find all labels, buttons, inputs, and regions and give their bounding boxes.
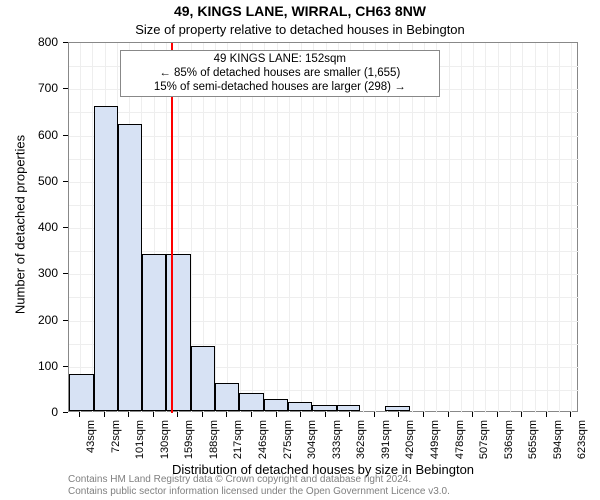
x-tick-label: 304sqm bbox=[306, 420, 318, 470]
annotation-line: 49 KINGS LANE: 152sqm bbox=[125, 53, 435, 67]
histogram-bar bbox=[239, 393, 264, 412]
histogram-bar bbox=[288, 402, 313, 411]
y-tick-mark bbox=[63, 88, 68, 89]
y-tick-label: 700 bbox=[0, 81, 58, 95]
y-tick-mark bbox=[63, 135, 68, 136]
x-tick-label: 594sqm bbox=[552, 420, 564, 470]
histogram-bar bbox=[337, 405, 361, 411]
x-tick-mark bbox=[398, 412, 399, 417]
x-tick-mark bbox=[153, 412, 154, 417]
x-tick-mark bbox=[349, 412, 350, 417]
x-tick-label: 362sqm bbox=[355, 420, 367, 470]
x-tick-mark bbox=[570, 412, 571, 417]
x-tick-mark bbox=[276, 412, 277, 417]
gridline-horizontal bbox=[69, 182, 579, 183]
x-tick-mark bbox=[448, 412, 449, 417]
y-tick-label: 500 bbox=[0, 174, 58, 188]
x-tick-label: 449sqm bbox=[429, 420, 441, 470]
gridline-horizontal bbox=[69, 228, 579, 229]
y-tick-label: 300 bbox=[0, 266, 58, 280]
gridline-horizontal bbox=[69, 159, 579, 160]
x-tick-label: 101sqm bbox=[134, 420, 146, 470]
y-tick-mark bbox=[63, 320, 68, 321]
gridline-horizontal bbox=[69, 205, 579, 206]
annotation-line: 15% of semi-detached houses are larger (… bbox=[125, 81, 435, 95]
x-tick-label: 565sqm bbox=[527, 420, 539, 470]
histogram-bar bbox=[264, 399, 288, 411]
annotation-box: 49 KINGS LANE: 152sqm← 85% of detached h… bbox=[120, 50, 440, 97]
y-tick-label: 600 bbox=[0, 128, 58, 142]
x-tick-label: 72sqm bbox=[110, 420, 122, 470]
x-tick-label: 623sqm bbox=[576, 420, 588, 470]
x-tick-label: 333sqm bbox=[331, 420, 343, 470]
gridline-horizontal bbox=[69, 136, 579, 137]
x-tick-label: 275sqm bbox=[282, 420, 294, 470]
x-tick-mark bbox=[374, 412, 375, 417]
x-tick-label: 478sqm bbox=[454, 420, 466, 470]
histogram-bar bbox=[312, 405, 337, 411]
y-tick-label: 400 bbox=[0, 220, 58, 234]
y-tick-mark bbox=[63, 412, 68, 413]
histogram-bar bbox=[385, 406, 410, 411]
chart-container: 49, KINGS LANE, WIRRAL, CH63 8NW Size of… bbox=[0, 0, 600, 500]
histogram-bar bbox=[166, 254, 191, 411]
histogram-bar bbox=[118, 124, 142, 411]
chart-subtitle: Size of property relative to detached ho… bbox=[0, 22, 600, 37]
x-tick-mark bbox=[423, 412, 424, 417]
y-tick-label: 100 bbox=[0, 359, 58, 373]
gridline-horizontal bbox=[69, 112, 579, 113]
x-tick-label: 420sqm bbox=[404, 420, 416, 470]
x-tick-mark bbox=[472, 412, 473, 417]
gridline-horizontal bbox=[69, 251, 579, 252]
y-tick-label: 200 bbox=[0, 313, 58, 327]
footnote-line-2: Contains public sector information licen… bbox=[68, 486, 450, 497]
histogram-bar bbox=[215, 383, 240, 411]
x-tick-mark bbox=[79, 412, 80, 417]
y-tick-mark bbox=[63, 42, 68, 43]
x-tick-mark bbox=[177, 412, 178, 417]
y-tick-label: 0 bbox=[0, 405, 58, 419]
histogram-bar bbox=[191, 346, 215, 411]
x-tick-mark bbox=[300, 412, 301, 417]
y-tick-label: 800 bbox=[0, 35, 58, 49]
x-tick-mark bbox=[251, 412, 252, 417]
y-tick-mark bbox=[63, 366, 68, 367]
y-tick-mark bbox=[63, 181, 68, 182]
x-tick-label: 43sqm bbox=[85, 420, 97, 470]
histogram-bar bbox=[69, 374, 94, 411]
x-tick-mark bbox=[497, 412, 498, 417]
plot-area bbox=[68, 42, 578, 412]
histogram-bar bbox=[142, 254, 167, 411]
x-tick-label: 507sqm bbox=[478, 420, 490, 470]
x-tick-mark bbox=[202, 412, 203, 417]
x-tick-label: 536sqm bbox=[503, 420, 515, 470]
x-tick-mark bbox=[128, 412, 129, 417]
x-tick-mark bbox=[521, 412, 522, 417]
x-tick-label: 130sqm bbox=[159, 420, 171, 470]
x-tick-mark bbox=[226, 412, 227, 417]
x-tick-label: 246sqm bbox=[257, 420, 269, 470]
y-tick-mark bbox=[63, 273, 68, 274]
x-tick-label: 391sqm bbox=[380, 420, 392, 470]
histogram-bar bbox=[94, 106, 119, 411]
x-tick-mark bbox=[546, 412, 547, 417]
x-tick-label: 217sqm bbox=[232, 420, 244, 470]
x-tick-label: 159sqm bbox=[183, 420, 195, 470]
x-tick-label: 188sqm bbox=[208, 420, 220, 470]
x-tick-mark bbox=[104, 412, 105, 417]
footnote-line-1: Contains HM Land Registry data © Crown c… bbox=[68, 474, 411, 485]
x-tick-mark bbox=[325, 412, 326, 417]
reference-line bbox=[171, 43, 173, 413]
annotation-line: ← 85% of detached houses are smaller (1,… bbox=[125, 67, 435, 81]
page-title: 49, KINGS LANE, WIRRAL, CH63 8NW bbox=[0, 3, 600, 19]
y-tick-mark bbox=[63, 227, 68, 228]
